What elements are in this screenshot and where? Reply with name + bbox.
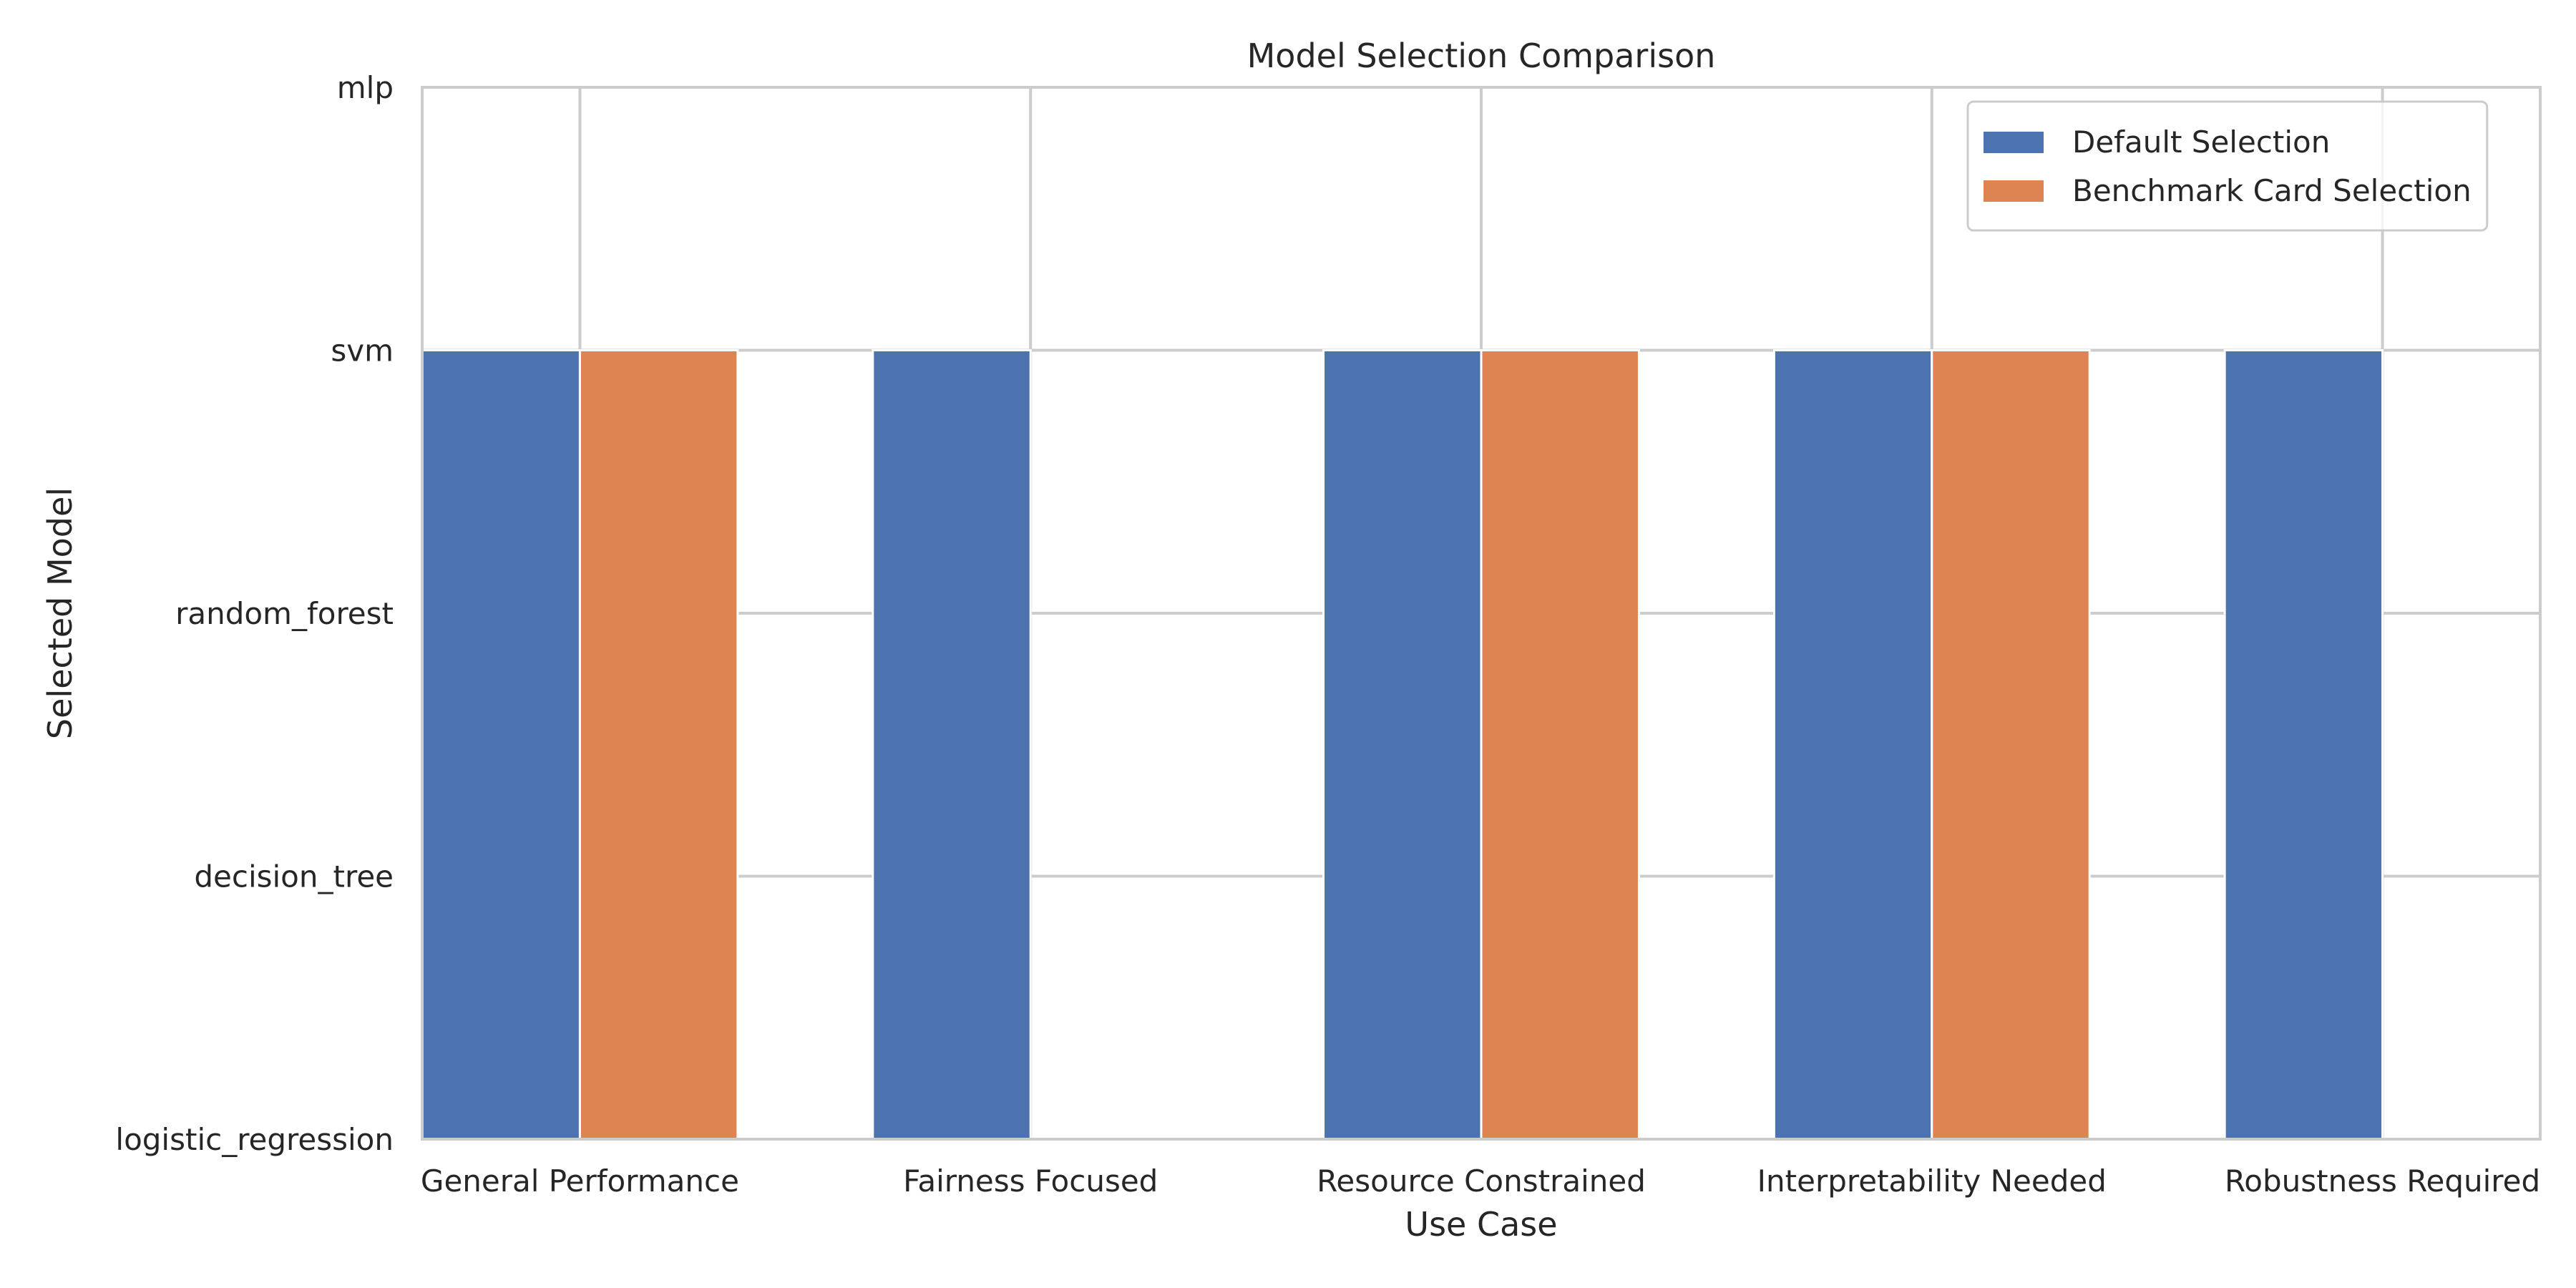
- bars: [421, 349, 2384, 1141]
- bar-default-1: [872, 349, 1032, 1141]
- tick-labels: logistic_regression decision_tree random_f…: [115, 70, 2540, 1199]
- legend-label-0: Default Selection: [2072, 125, 2330, 160]
- y-tick-label: decision_tree: [194, 859, 394, 894]
- chart-title: Model Selection Comparison: [1247, 36, 1716, 75]
- x-tick-label: Resource Constrained: [1317, 1163, 1646, 1199]
- bar-default-3: [1772, 349, 1933, 1141]
- legend-box: [1966, 100, 2489, 232]
- plot-area-frame: [421, 86, 2542, 1141]
- y-tick-label: mlp: [337, 70, 394, 105]
- y-tick-label: random_forest: [175, 596, 394, 631]
- bar-default-4: [2223, 349, 2384, 1141]
- legend-swatch-0: [1984, 132, 2044, 153]
- x-tick-label: Fairness Focused: [903, 1163, 1158, 1199]
- x-tick-label: Interpretability Needed: [1757, 1163, 2107, 1199]
- legend-label-1: Benchmark Card Selection: [2072, 173, 2472, 208]
- bar-default-0: [421, 349, 581, 1141]
- x-axis-label: Use Case: [1405, 1205, 1557, 1244]
- legend-swatch-1: [1984, 180, 2044, 202]
- y-tick-label: logistic_regression: [115, 1122, 394, 1157]
- legend: Default Selection Benchmark Card Selectio…: [1966, 100, 2489, 232]
- bar-default-2: [1322, 349, 1483, 1141]
- bar-benchmark-3: [1931, 349, 2091, 1141]
- bar-benchmark-2: [1480, 349, 1640, 1141]
- x-tick-label: Robustness Required: [2225, 1163, 2540, 1199]
- x-tick-label: General Performance: [421, 1163, 739, 1199]
- bar-benchmark-0: [578, 349, 739, 1141]
- y-axis-label: Selected Model: [41, 487, 79, 739]
- y-tick-label: svm: [331, 333, 394, 369]
